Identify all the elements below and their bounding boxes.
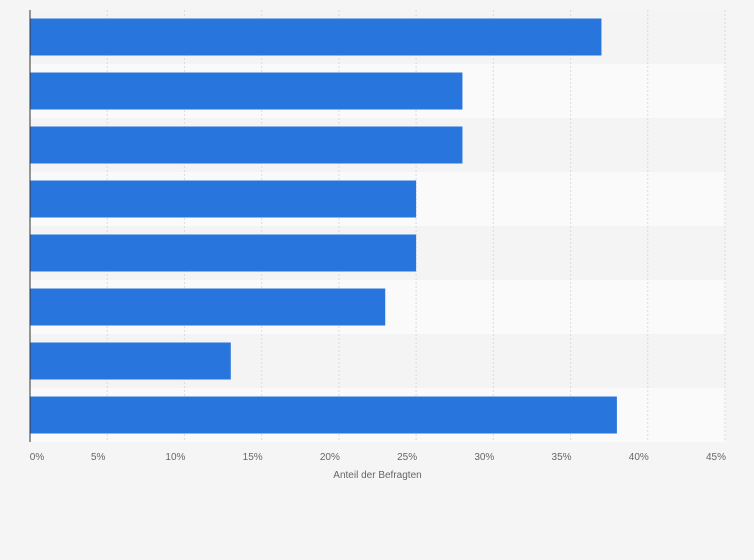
bar[interactable] [30, 126, 463, 164]
x-tick-label: 30% [474, 452, 494, 463]
x-tick-label: 25% [397, 452, 417, 463]
x-tick-label: 5% [91, 452, 106, 463]
bar[interactable] [30, 180, 417, 218]
bar[interactable] [30, 234, 417, 272]
bar[interactable] [30, 72, 463, 110]
bar[interactable] [30, 396, 617, 434]
bar[interactable] [30, 18, 602, 56]
x-tick-label: 35% [552, 452, 572, 463]
bar[interactable] [30, 342, 231, 380]
x-tick-label: 0% [30, 452, 45, 463]
x-tick-label: 20% [320, 452, 340, 463]
x-tick-label: 10% [165, 452, 185, 463]
x-axis-title: Anteil der Befragten [333, 470, 421, 481]
bar[interactable] [30, 288, 386, 326]
x-tick-label: 45% [706, 452, 726, 463]
bars [30, 18, 617, 434]
x-axis-ticks: 0% 5% 10% 15% 20% 25% 30% 35% 40% 45% [30, 452, 726, 463]
x-tick-label: 40% [629, 452, 649, 463]
x-tick-label: 15% [243, 452, 263, 463]
